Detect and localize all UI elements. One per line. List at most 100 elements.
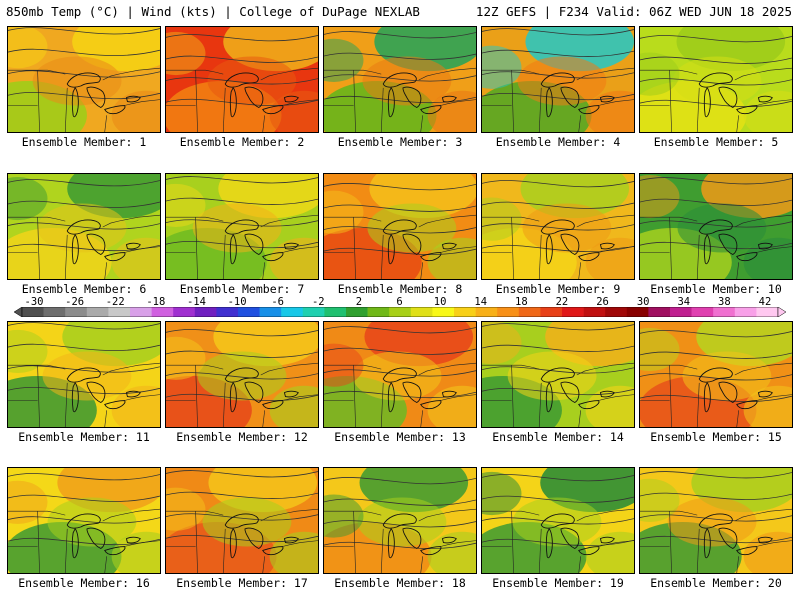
- ensemble-map-panel: [7, 26, 161, 133]
- ensemble-map-panel: [323, 467, 477, 574]
- ensemble-member-label: Ensemble Member: 5: [653, 135, 779, 149]
- colorbar-swatch: [389, 307, 412, 317]
- temperature-field-map: [166, 174, 318, 279]
- colorbar-tick-label: 26: [596, 296, 609, 308]
- header-title-right: 12Z GEFS | F234 Valid: 06Z WED JUN 18 20…: [475, 4, 792, 19]
- temperature-field-map: [640, 174, 792, 279]
- colorbar-tick-label: -10: [227, 296, 247, 308]
- colorbar-swatch: [281, 307, 304, 317]
- colorbar-swatch: [43, 307, 66, 317]
- ensemble-map-panel: [481, 321, 635, 428]
- colorbar-swatch: [713, 307, 736, 317]
- colorbar-swatch: [259, 307, 282, 317]
- colorbar-swatch: [540, 307, 563, 317]
- colorbar-swatch: [583, 307, 606, 317]
- colorbar-left-arrow: [14, 307, 23, 317]
- ensemble-member-label: Ensemble Member: 7: [179, 282, 305, 296]
- ensemble-member-label: Ensemble Member: 1: [21, 135, 147, 149]
- ensemble-map-panel: [481, 173, 635, 280]
- ensemble-member-label: Ensemble Member: 19: [492, 576, 624, 590]
- temperature-field-map: [8, 322, 160, 427]
- ensemble-member-label: Ensemble Member: 4: [495, 135, 621, 149]
- temperature-field-map: [324, 174, 476, 279]
- colorbar-swatch: [497, 307, 520, 317]
- colorbar-swatch: [648, 307, 671, 317]
- ensemble-map-panel: [323, 173, 477, 280]
- colorbar-swatch: [346, 307, 368, 317]
- ensemble-member-label: Ensemble Member: 10: [650, 282, 782, 296]
- ensemble-map-panel: [639, 173, 793, 280]
- colorbar-swatch: [734, 307, 757, 317]
- temperature-field-map: [482, 468, 634, 573]
- temperature-field-map: [166, 27, 318, 132]
- temperature-field-map: [324, 322, 476, 427]
- temperature-field-map: [8, 468, 160, 573]
- colorbar-swatch: [367, 307, 390, 317]
- colorbar-tick-label: 34: [677, 296, 691, 308]
- ensemble-map-panel: [639, 26, 793, 133]
- ensemble-map-panel: [639, 467, 793, 574]
- ensemble-member-label: Ensemble Member: 17: [176, 576, 308, 590]
- ensemble-member-label: Ensemble Member: 6: [21, 282, 147, 296]
- temperature-field-map: [324, 468, 476, 573]
- colorbar-swatch: [86, 307, 109, 317]
- colorbar-swatch: [151, 307, 174, 317]
- colorbar-swatch: [216, 307, 239, 317]
- ensemble-member-label: Ensemble Member: 11: [18, 430, 150, 444]
- temperature-field-map: [482, 322, 634, 427]
- ensemble-member-label: Ensemble Member: 9: [495, 282, 621, 296]
- temperature-colorbar: [14, 307, 786, 317]
- temperature-field-map: [324, 27, 476, 132]
- ensemble-map-panel: [481, 467, 635, 574]
- colorbar-tick-label: -26: [65, 296, 85, 308]
- colorbar-swatch: [130, 307, 152, 317]
- colorbar-tick-label: 2: [355, 296, 363, 308]
- colorbar-tick-label: 14: [474, 296, 488, 308]
- colorbar-tick-label: 38: [718, 296, 731, 308]
- colorbar-swatch: [194, 307, 217, 317]
- colorbar-tick-label: 22: [555, 296, 569, 308]
- colorbar-swatch: [626, 307, 649, 317]
- colorbar-swatch: [108, 307, 131, 317]
- ensemble-map-panel: [323, 321, 477, 428]
- colorbar-swatch: [302, 307, 325, 317]
- ensemble-member-label: Ensemble Member: 3: [337, 135, 463, 149]
- ensemble-map-panel: [165, 26, 319, 133]
- ensemble-map-panel: [7, 173, 161, 280]
- colorbar-tick-label: -2: [311, 296, 325, 308]
- ensemble-member-label: Ensemble Member: 2: [179, 135, 305, 149]
- temperature-field-map: [166, 322, 318, 427]
- colorbar-swatch: [691, 307, 714, 317]
- temperature-field-map: [640, 27, 792, 132]
- colorbar-swatch: [454, 307, 476, 317]
- colorbar-tick-label: 42: [758, 296, 772, 308]
- temperature-field-map: [166, 468, 318, 573]
- colorbar-swatch: [518, 307, 541, 317]
- temperature-field-map: [482, 174, 634, 279]
- temperature-field-map: [8, 27, 160, 132]
- ensemble-map-panel: [7, 321, 161, 428]
- ensemble-member-label: Ensemble Member: 13: [334, 430, 466, 444]
- ensemble-map-panel: [165, 173, 319, 280]
- colorbar-swatch: [670, 307, 692, 317]
- colorbar-swatch: [410, 307, 433, 317]
- ensemble-member-label: Ensemble Member: 12: [176, 430, 308, 444]
- ensemble-map-panel: [165, 321, 319, 428]
- ensemble-map-panel: [639, 321, 793, 428]
- colorbar-tick-label: -6: [271, 296, 284, 308]
- ensemble-member-label: Ensemble Member: 16: [18, 576, 150, 590]
- temperature-field-map: [640, 322, 792, 427]
- ensemble-map-panel: [7, 467, 161, 574]
- colorbar-swatch: [238, 307, 260, 317]
- header-title-left: 850mb Temp (°C) | Wind (kts) | College o…: [6, 4, 420, 19]
- ensemble-map-panel: [481, 26, 635, 133]
- colorbar-tick-label: -14: [186, 296, 206, 308]
- colorbar-tick-label: -30: [24, 296, 44, 308]
- temperature-field-map: [8, 174, 160, 279]
- colorbar-tick-label: 6: [396, 296, 403, 308]
- ensemble-map-panel: [165, 467, 319, 574]
- colorbar-swatch: [173, 307, 196, 317]
- ensemble-member-label: Ensemble Member: 18: [334, 576, 466, 590]
- ensemble-member-label: Ensemble Member: 15: [650, 430, 782, 444]
- ensemble-member-label: Ensemble Member: 8: [337, 282, 463, 296]
